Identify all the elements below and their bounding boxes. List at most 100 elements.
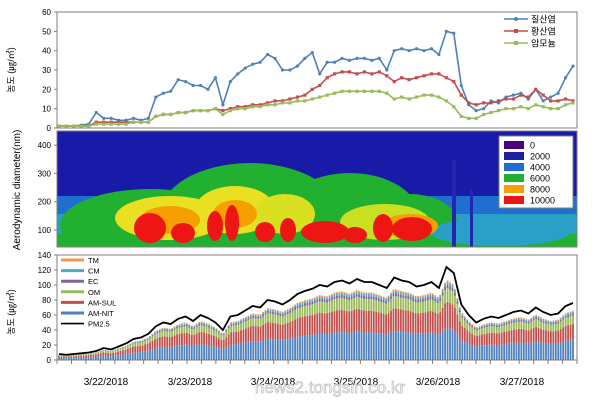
stacked-bar-AM-SUL [217,338,220,348]
stacked-bar-OM [176,328,178,335]
stacked-bar-TM [242,318,245,320]
stacked-bar-TM [217,330,220,332]
stacked-bar-OM [264,314,267,324]
stacked-bar-OM [333,299,336,311]
stacked-bar-CM [520,318,523,320]
stacked-bar-OM [104,350,107,353]
point-2 [154,114,158,118]
stacked-bar-AM-SUL [392,308,395,332]
stacked-bar-AM-NIT [323,333,326,360]
stacked-bar-EC [262,314,265,317]
stacked-bar-TM [537,316,540,318]
stacked-bar-EC [449,286,451,290]
point-2 [303,99,307,103]
stacked-bar-OM [520,321,523,329]
point-0 [452,31,456,35]
stacked-bar-CM [237,321,240,323]
stacked-bar-OM [112,351,115,353]
y-tick-label: 100 [38,226,52,235]
stacked-bar-AM-SUL [326,313,328,335]
stacked-bar-EC [397,293,400,297]
y-tick-label: 80 [42,296,51,305]
stacked-bar-TM [463,316,466,318]
point-2 [169,112,173,117]
stacked-bar-AM-SUL [94,354,97,357]
stacked-bar-TM [240,319,242,321]
stacked-bar-AM-NIT [230,344,233,360]
stacked-bar-CM [225,329,228,331]
stacked-bar-AM-NIT [144,351,146,360]
stacked-bar-CM [185,323,188,326]
stacked-bar-TM [527,319,530,321]
stacked-bar-EC [468,323,471,326]
stacked-bar-EC [188,326,191,328]
stacked-bar-EC [168,330,171,332]
stacked-bar-AM-SUL [348,311,351,333]
stacked-bar-TM [173,326,176,328]
stacked-bar-OM [77,354,80,356]
stacked-bar-CM [149,336,151,338]
stacked-bar-AM-NIT [119,354,122,360]
stacked-bar-CM [395,290,397,294]
stacked-bar-TM [572,310,574,312]
stacked-bar-AM-NIT [554,343,557,360]
stacked-bar-OM [537,320,540,328]
point-0 [437,52,441,57]
point-2 [265,103,270,107]
stacked-bar-AM-NIT [183,344,186,360]
stacked-bar-AM-NIT [375,333,378,360]
stacked-bar-EC [195,325,198,328]
stacked-bar-OM [173,329,176,336]
stacked-bar-OM [80,354,83,356]
stacked-bar-CM [417,297,419,300]
stacked-bar-OM [549,324,552,332]
stacked-bar-EC [500,324,503,327]
stacked-bar-CM [168,329,171,331]
stacked-bar-CM [284,311,287,314]
stacked-bar-AM-NIT [473,346,476,360]
stacked-bar-AM-NIT [70,357,73,360]
stacked-bar-OM [252,317,255,326]
stacked-bar-TM [235,321,237,323]
point-1 [482,101,486,105]
stacked-bar-EC [134,342,137,344]
point-2 [176,110,180,115]
stacked-bar-AM-SUL [549,331,552,345]
stacked-bar-CM [488,323,491,325]
stacked-bar-AM-NIT [311,334,314,360]
stacked-bar-TM [227,324,230,326]
heatmap-legend-label: 10000 [530,196,555,206]
stacked-bar-TM [535,314,538,316]
stacked-bar-AM-SUL [525,330,528,344]
stacked-bar-AM-NIT [117,355,119,360]
stacked-bar-EC [338,295,341,299]
stacked-bar-CM [404,293,407,296]
stacked-bar-AM-SUL [112,352,115,357]
stacked-bar-AM-NIT [422,333,424,360]
stacked-bar-AM-SUL [333,310,336,333]
stacked-bar-AM-NIT [136,352,139,360]
stacked-bar-AM-SUL [424,312,427,334]
stacked-bar-OM [451,291,454,305]
stacked-bar-EC [572,313,574,316]
stacked-bar-TM [215,328,218,330]
stacked-bar-AM-SUL [490,332,493,345]
stacked-bar-AM-NIT [328,333,331,360]
point-2 [161,112,165,117]
point-2 [213,107,218,111]
stacked-bar-EC [498,325,501,327]
point-1 [273,99,277,103]
stacked-bar-TM [439,294,442,297]
point-0 [154,95,158,99]
point-2 [414,95,419,99]
stacked-bar-EC [139,341,142,343]
stacked-bar-AM-SUL [522,329,525,343]
x-tick-label: 3/27/2018 [500,377,545,388]
stacked-bar-OM [220,335,223,341]
point-2 [94,122,98,126]
stacked-bar-AM-SUL [77,355,80,358]
point-0 [429,47,434,51]
stacked-bar-AM-SUL [183,332,186,345]
stacked-bar-CM [510,320,513,322]
stacked-bar-TM [522,318,525,320]
